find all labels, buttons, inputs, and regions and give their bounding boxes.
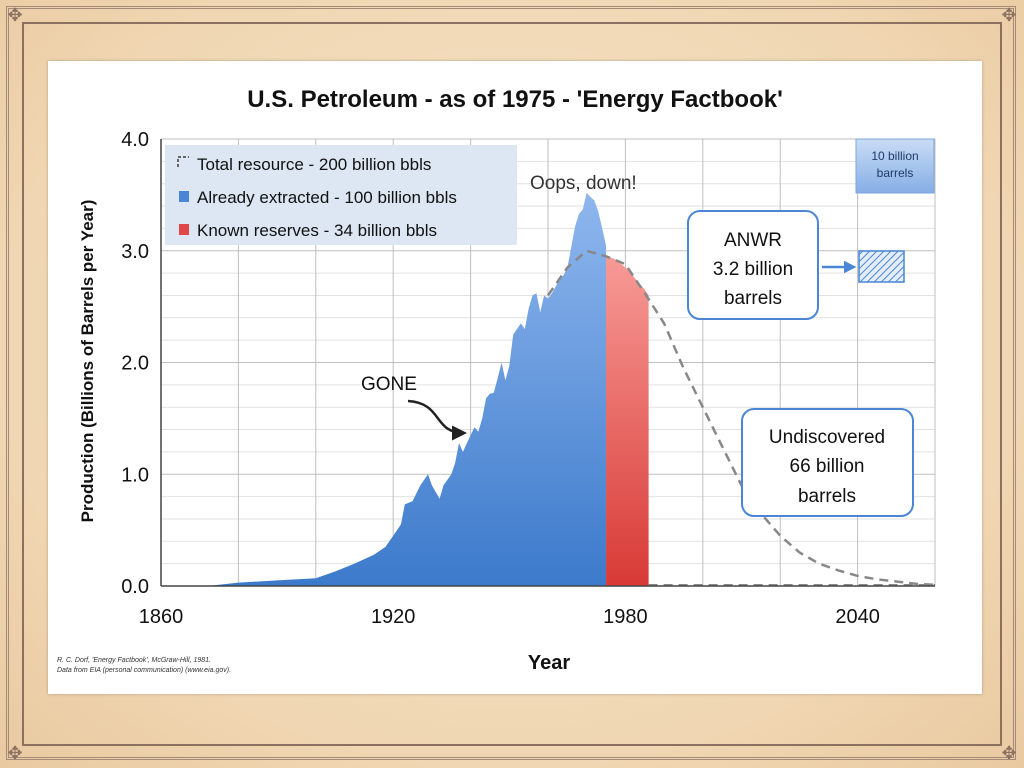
inner-frame	[22, 22, 1002, 746]
y-tick-label: 1.0	[121, 464, 149, 486]
x-tick-label: 1980	[603, 606, 648, 628]
legend: Total resource - 200 billion bbls Alread…	[165, 145, 517, 245]
chart-title: U.S. Petroleum - as of 1975 - 'Energy Fa…	[247, 86, 783, 113]
y-tick-label: 3.0	[121, 241, 149, 263]
outer-frame	[6, 6, 1016, 760]
legend-item-already-extracted: Already extracted - 100 billion bbls	[179, 188, 457, 207]
legend-label-known-reserves: Known reserves - 34 billion bbls	[197, 221, 437, 240]
legend-label-total-resource: Total resource - 200 billion bbls	[197, 155, 431, 174]
legend-item-known-reserves: Known reserves - 34 billion bbls	[179, 221, 437, 240]
already-extracted-area	[161, 192, 607, 586]
corner-ornament-bottom-left: ✥	[7, 743, 23, 763]
legend-background	[165, 145, 517, 245]
corner-ornament-top-right: ✥	[1001, 5, 1017, 25]
legend-item-total-resource: Total resource - 200 billion bbls	[177, 155, 431, 174]
ten-billion-line-1: 10 billion	[871, 149, 918, 163]
legend-dashed-swatch	[177, 156, 189, 167]
undiscovered-callout: Undiscovered 66 billion barrels	[741, 408, 914, 517]
y-tick-label: 0.0	[121, 576, 149, 598]
credit-line-2: Data from EIA (personal communication) (…	[57, 667, 231, 674]
corner-ornament-bottom-right: ✥	[1001, 743, 1017, 763]
ten-billion-box	[855, 138, 935, 194]
anwr-line-3: barrels	[724, 288, 782, 309]
legend-label-already-extracted: Already extracted - 100 billion bbls	[197, 188, 457, 207]
anwr-line-2: 3.2 billion	[713, 259, 793, 280]
x-axis-title: Year	[528, 652, 570, 674]
undiscovered-line-3: barrels	[798, 486, 856, 507]
oops-down-label: Oops, down!	[530, 173, 637, 194]
y-tick-label: 4.0	[121, 129, 149, 151]
anwr-hatched-box	[858, 250, 905, 283]
legend-swatch-red	[179, 224, 189, 235]
credit-line-1: R. C. Dorf, 'Energy Factbook', McGraw-Hi…	[57, 657, 211, 664]
chart-svg: 0.0 1.0 2.0 3.0 4.0 1860 1920 1980 2040 U.S. Pe…	[57, 86, 936, 674]
x-tick-label: 2040	[835, 606, 880, 628]
x-tick-labels: 1860 1920 1980 2040	[139, 606, 880, 628]
ten-billion-line-2: barrels	[877, 166, 914, 180]
data-areas	[161, 192, 649, 586]
legend-swatch-blue	[179, 191, 189, 202]
y-tick-labels: 0.0 1.0 2.0 3.0 4.0	[121, 129, 149, 598]
y-tick-label: 2.0	[121, 353, 149, 375]
corner-ornament-top-left: ✥	[7, 5, 23, 25]
undiscovered-line-2: 66 billion	[790, 456, 865, 477]
x-tick-label: 1920	[371, 606, 416, 628]
ten-billion-scale-box: 10 billion barrels	[855, 138, 935, 194]
known-reserves-area	[606, 256, 649, 586]
chart-panel: 0.0 1.0 2.0 3.0 4.0 1860 1920 1980 2040 U.S. Pe…	[48, 61, 982, 694]
undiscovered-callout-box	[741, 408, 914, 517]
undiscovered-line-1: Undiscovered	[769, 427, 885, 448]
anwr-callout-box	[687, 210, 819, 320]
gone-label: GONE	[361, 374, 417, 395]
anwr-callout: ANWR 3.2 billion barrels	[687, 210, 819, 320]
y-axis-title: Production (Billions of Barrels per Year…	[78, 200, 97, 523]
anwr-line-1: ANWR	[724, 230, 782, 251]
gone-arrow	[407, 399, 467, 441]
x-tick-label: 1860	[139, 606, 184, 628]
